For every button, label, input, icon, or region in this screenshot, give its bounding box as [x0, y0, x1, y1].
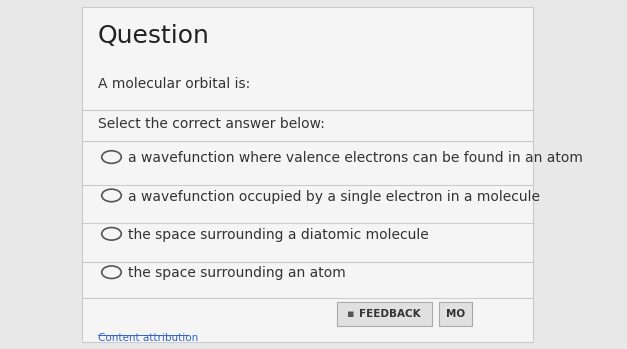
- Text: a wavefunction where valence electrons can be found in an atom: a wavefunction where valence electrons c…: [128, 151, 582, 165]
- Text: FEEDBACK: FEEDBACK: [359, 309, 421, 319]
- FancyBboxPatch shape: [439, 302, 472, 326]
- FancyBboxPatch shape: [82, 7, 533, 342]
- Text: Question: Question: [98, 24, 210, 49]
- Text: MO: MO: [446, 309, 465, 319]
- Text: Select the correct answer below:: Select the correct answer below:: [98, 117, 325, 131]
- FancyBboxPatch shape: [337, 302, 433, 326]
- Text: Content attribution: Content attribution: [98, 333, 198, 343]
- Text: a wavefunction occupied by a single electron in a molecule: a wavefunction occupied by a single elec…: [128, 190, 540, 203]
- Text: ▪: ▪: [347, 309, 354, 319]
- Text: A molecular orbital is:: A molecular orbital is:: [98, 77, 250, 91]
- Text: the space surrounding an atom: the space surrounding an atom: [128, 266, 345, 280]
- Text: the space surrounding a diatomic molecule: the space surrounding a diatomic molecul…: [128, 228, 429, 242]
